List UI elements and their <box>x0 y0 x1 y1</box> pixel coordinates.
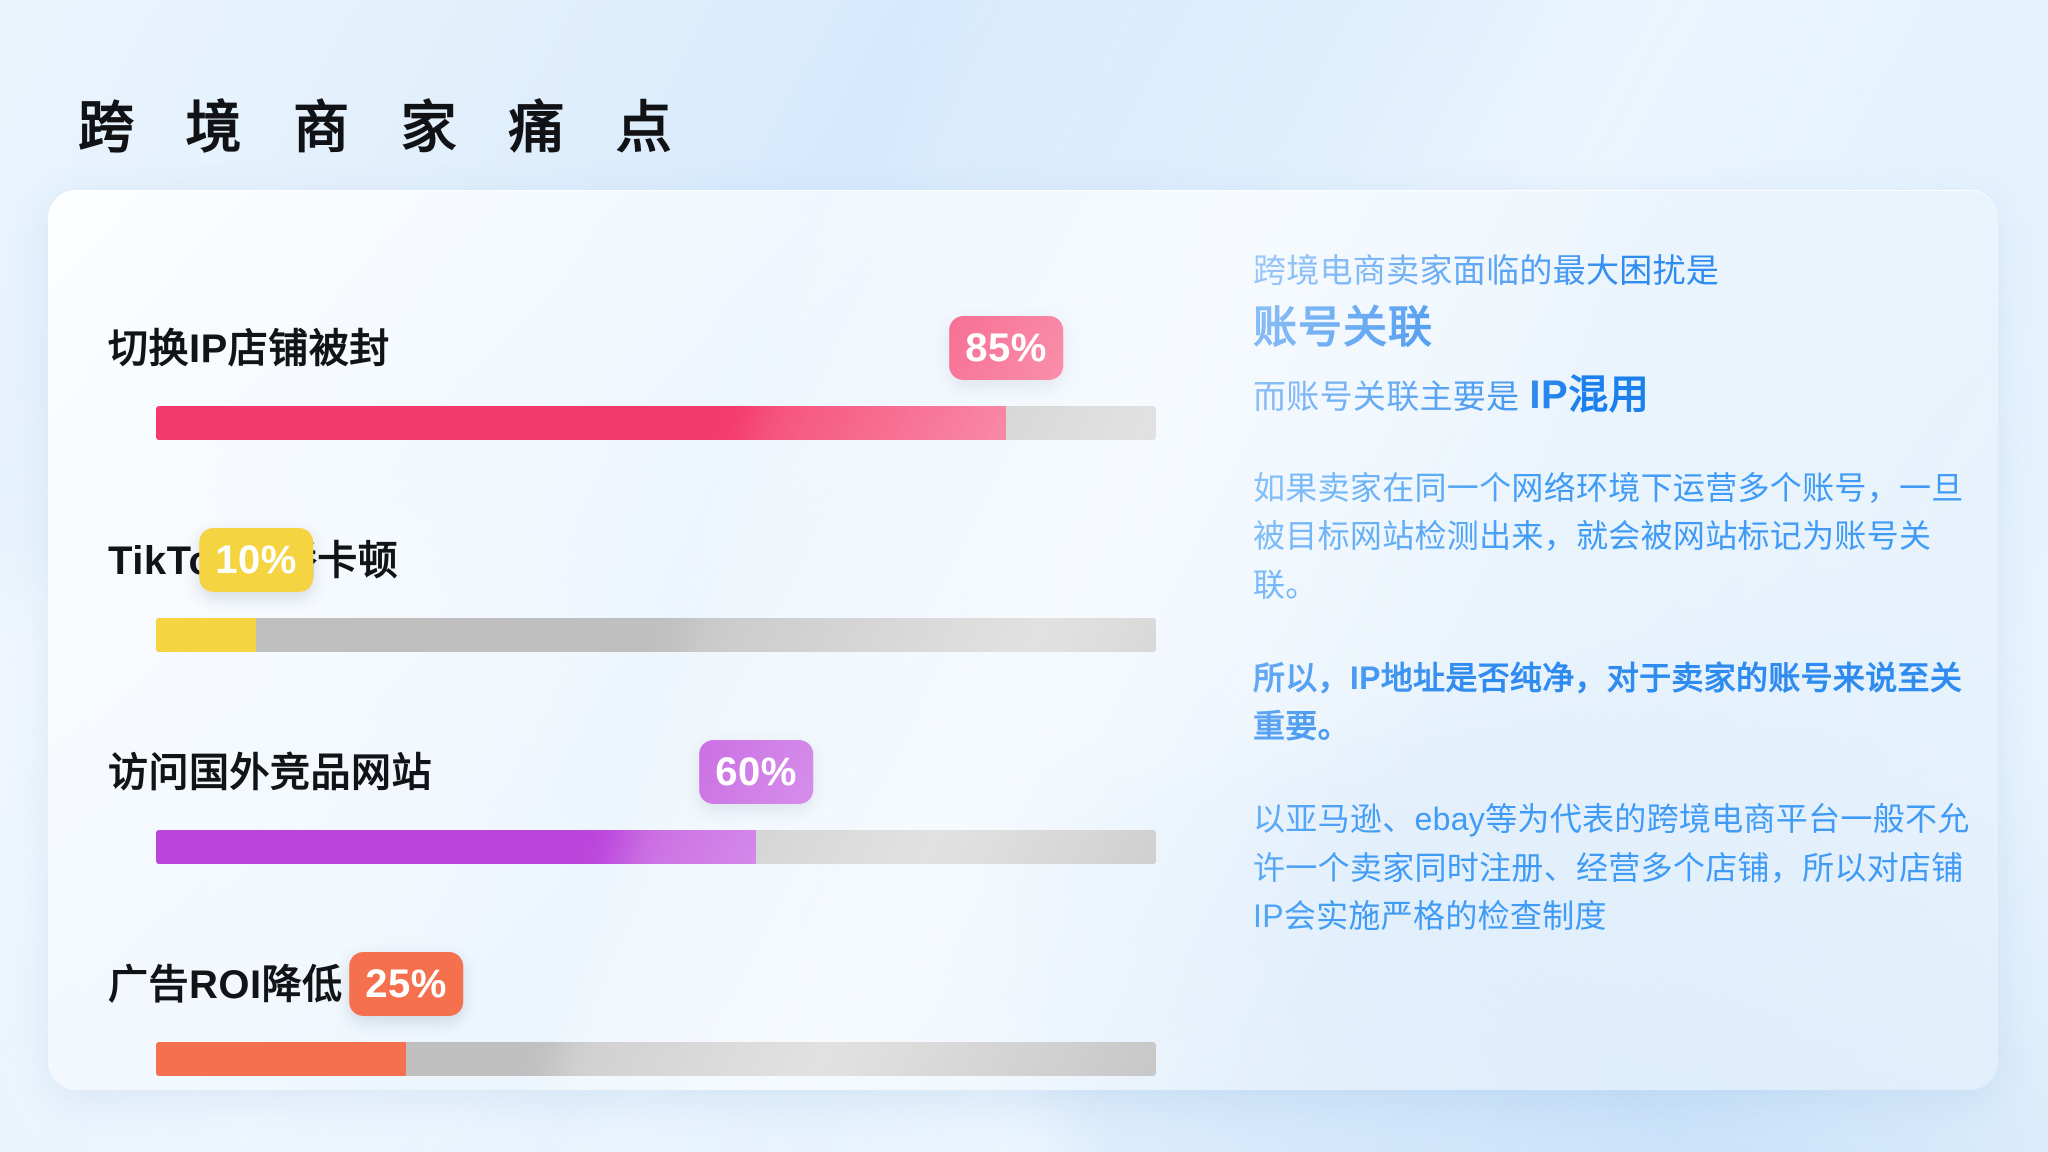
bar-category-label: 访问国外竞品网站 <box>108 751 432 795</box>
copy-lead-text: 跨境电商卖家面临的最大困扰是 <box>1253 252 1720 289</box>
bar-value-badge: 60% <box>699 740 813 804</box>
content-card: 切换IP店铺被封 85% TikTok直播卡顿 10% <box>48 190 1998 1090</box>
chart-row: 访问国外竞品网站 60% <box>108 694 1168 906</box>
bar-fill <box>156 618 256 652</box>
chart-row: 广告ROI降低 25% <box>108 906 1168 1090</box>
bar-fill <box>156 1042 406 1076</box>
chart-row-header: 广告ROI降低 25% <box>108 906 1168 1018</box>
copy-paragraph-2: 所以，IP地址是否纯净，对于卖家的账号来说至关重要。 <box>1253 659 1963 745</box>
chart-row-header: TikTok直播卡顿 10% <box>108 482 1168 594</box>
bar-track <box>156 1042 1156 1076</box>
bar-fill <box>156 406 1006 440</box>
explanation-panel: 跨境电商卖家面临的最大困扰是 账号关联 而账号关联主要是 IP混用 如果卖家在同一… <box>1253 250 1993 973</box>
copy-hero-text: 账号关联 <box>1253 303 1433 353</box>
copy-subline-emphasis: IP混用 <box>1529 372 1650 417</box>
bar-category-label: 切换IP店铺被封 <box>108 327 390 371</box>
chart-row-header: 切换IP店铺被封 85% <box>108 270 1168 382</box>
chart-row: 切换IP店铺被封 85% <box>108 270 1168 482</box>
chart-row: TikTok直播卡顿 10% <box>108 482 1168 694</box>
pain-point-bar-chart: 切换IP店铺被封 85% TikTok直播卡顿 10% <box>108 270 1168 1090</box>
bar-value-badge: 25% <box>349 952 463 1016</box>
bar-track <box>156 406 1156 440</box>
bar-track <box>156 618 1156 652</box>
bar-track <box>156 830 1156 864</box>
copy-paragraph-3: 以亚马逊、ebay等为代表的跨境电商平台一般不允许一个卖家同时注册、经营多个店铺… <box>1253 800 1970 935</box>
bar-value-badge: 85% <box>949 316 1063 380</box>
page-title: 跨 境 商 家 痛 点 <box>78 95 690 159</box>
copy-subline: 而账号关联主要是 IP混用 <box>1253 370 1993 420</box>
bar-value-badge: 10% <box>199 528 313 592</box>
chart-row-header: 访问国外竞品网站 60% <box>108 694 1168 806</box>
bar-category-label: 广告ROI降低 <box>108 963 343 1007</box>
copy-subline-prefix: 而账号关联主要是 <box>1253 377 1520 415</box>
bar-fill <box>156 830 756 864</box>
copy-paragraph-1: 如果卖家在同一个网络环境下运营多个账号，一旦被目标网站检测出来，就会被网站标记为… <box>1253 469 1964 604</box>
